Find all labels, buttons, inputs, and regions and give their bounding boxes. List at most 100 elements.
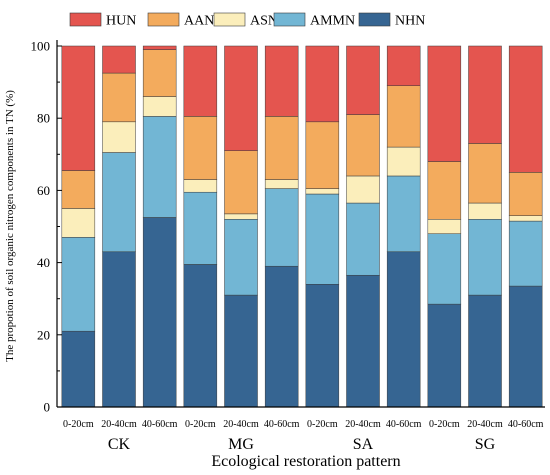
y-tick-label: 100 (31, 39, 51, 54)
x-tick-labels: 0-20cm 20-40cm 40-60cm 0-20cm 20-40cm 40-60cm… (63, 419, 544, 430)
legend-swatch-hun (69, 12, 102, 27)
bar-segment-aan-8 (346, 114, 380, 177)
bar-segment-nhn-10 (427, 303, 462, 408)
bar-segment-hun-9 (386, 45, 421, 86)
bar-segment-hun-5 (224, 45, 258, 151)
bar-segment-aan-6 (264, 116, 299, 180)
x-tick-label: 20-40cm (223, 419, 259, 430)
x-tick-label: 0-20cm (185, 419, 216, 430)
bar-segment-hun-6 (264, 45, 299, 117)
bar-segment-aan-7 (305, 121, 340, 189)
bar-segment-hun-1 (61, 45, 96, 171)
bar-segment-nhn-4 (183, 264, 218, 408)
bar-segment-ammn-12 (508, 220, 543, 287)
bar-segment-aan-11 (468, 143, 502, 204)
bar-segment-asn-8 (346, 175, 380, 204)
y-tick-label: 0 (44, 400, 51, 415)
bar-segment-aan-9 (386, 85, 421, 148)
bar-segment-ammn-10 (427, 233, 462, 305)
x-tick-label: 0-20cm (63, 419, 94, 430)
bar-segment-nhn-6 (264, 265, 299, 408)
group-label-mg: MG (228, 436, 254, 453)
x-tick-label: 20-40cm (345, 419, 381, 430)
bar-segment-asn-5 (224, 213, 258, 220)
bar-segment-aan-3 (142, 49, 177, 97)
legend-label-nhn: NHN (395, 14, 425, 29)
bar-segment-asn-7 (305, 188, 340, 195)
bar-segment-aan-12 (508, 172, 543, 216)
x-tick-label: 40-60cm (386, 419, 422, 430)
bar-segment-hun-4 (183, 45, 218, 117)
bar-segment-nhn-11 (468, 294, 502, 408)
bar-segment-hun-3 (142, 45, 177, 50)
bar-segment-hun-12 (508, 45, 543, 173)
y-tick-label: 60 (37, 183, 50, 198)
group-label-sa: SA (353, 436, 374, 453)
bar-segment-asn-12 (508, 215, 543, 222)
x-tick-label: 20-40cm (467, 419, 503, 430)
bar-segment-asn-1 (61, 208, 96, 238)
bar-segment-ammn-9 (386, 175, 421, 253)
legend-swatch-ammn (273, 12, 306, 27)
axes: 0 20 40 60 80 100 (31, 39, 545, 415)
bar-segment-hun-10 (427, 45, 462, 162)
legend-swatch-nhn (358, 12, 391, 27)
bar-segment-nhn-8 (346, 274, 380, 408)
x-tick-label: 40-60cm (142, 419, 178, 430)
bar-segment-ammn-2 (102, 152, 136, 253)
bars (61, 45, 543, 408)
x-tick-label: 20-40cm (101, 419, 137, 430)
bar-segment-ammn-5 (224, 219, 258, 296)
bar-segment-hun-7 (305, 45, 340, 123)
x-axis-title: Ecological restoration pattern (211, 453, 400, 470)
bar-segment-asn-11 (468, 202, 502, 220)
legend-label-hun: HUN (106, 14, 136, 29)
bar-segment-ammn-1 (61, 237, 96, 332)
bar-segment-asn-9 (386, 146, 421, 177)
bar-segment-ammn-7 (305, 193, 340, 285)
bar-segment-hun-8 (346, 45, 380, 115)
bar-segment-ammn-3 (142, 116, 177, 218)
bar-segment-nhn-2 (102, 251, 136, 408)
x-tick-label: 0-20cm (429, 419, 460, 430)
legend-swatch-aan (147, 12, 180, 27)
bar-segment-nhn-7 (305, 284, 340, 408)
bar-segment-aan-4 (183, 116, 218, 180)
bar-segment-nhn-1 (61, 330, 96, 408)
bar-segment-nhn-9 (386, 251, 421, 408)
bar-segment-ammn-4 (183, 191, 218, 265)
y-axis-title: The propotion of soil organic nitrogen c… (4, 90, 16, 362)
bar-segment-asn-6 (264, 179, 299, 189)
bar-segment-ammn-6 (264, 188, 299, 267)
x-tick-label: 40-60cm (264, 419, 300, 430)
x-tick-label: 40-60cm (508, 419, 544, 430)
y-tick-label: 20 (37, 327, 50, 342)
group-label-ck: CK (108, 436, 131, 453)
bar-segment-asn-10 (427, 219, 462, 234)
group-labels: CK MG SA SG (108, 436, 496, 453)
legend-label-aan: AAN (184, 14, 214, 29)
bar-segment-nhn-3 (142, 217, 177, 408)
bar-segment-ammn-8 (346, 202, 380, 276)
bar-segment-aan-2 (102, 72, 136, 123)
bar-segment-nhn-12 (508, 285, 543, 408)
bar-segment-asn-2 (102, 121, 136, 153)
y-tick-label: 80 (37, 111, 50, 126)
bar-segment-nhn-5 (224, 294, 258, 408)
bar-segment-asn-3 (142, 96, 177, 117)
bar-segment-asn-4 (183, 179, 218, 193)
bar-segment-aan-5 (224, 150, 258, 215)
bar-segment-aan-1 (61, 170, 96, 209)
legend-label-asn: ASN (250, 14, 278, 29)
bar-segment-hun-2 (102, 45, 136, 74)
bar-segment-aan-10 (427, 161, 462, 220)
group-label-sg: SG (475, 436, 496, 453)
bar-segment-hun-11 (468, 45, 502, 144)
y-tick-label: 40 (37, 255, 50, 270)
legend-swatch-asn (213, 12, 246, 27)
legend-label-ammn: AMMN (310, 14, 355, 29)
legend: HUN AAN ASN AMMN NHN (69, 12, 425, 29)
x-tick-label: 0-20cm (307, 419, 338, 430)
bar-segment-ammn-11 (468, 219, 502, 296)
